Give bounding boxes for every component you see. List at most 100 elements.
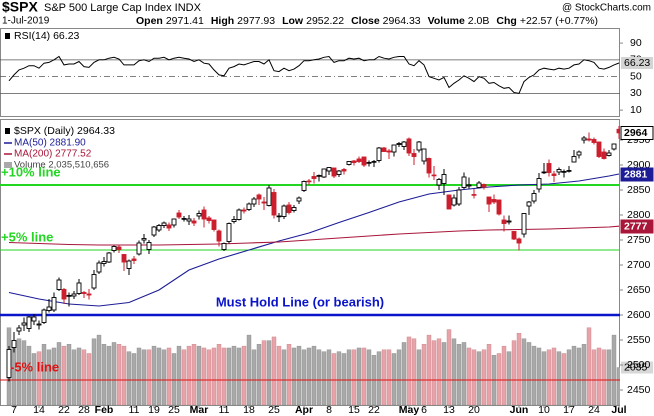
volume-bar [511, 340, 517, 405]
quote-value: 2952.22 [306, 15, 344, 27]
candle-body [336, 170, 342, 175]
ma-line [8, 225, 620, 246]
volume-bar [51, 347, 57, 405]
candle-body [96, 262, 102, 273]
x-tick-label: Apr [295, 404, 313, 416]
x-tick-label: 19 [148, 404, 160, 416]
volume-bar [616, 367, 620, 405]
candle-body [456, 189, 462, 205]
volume-bar [506, 351, 512, 405]
volume-bar [171, 353, 177, 405]
volume-bar [226, 347, 232, 405]
candle-body [251, 198, 257, 205]
candle-body [356, 158, 362, 162]
x-tick-label: 6 [421, 404, 427, 416]
candle-body [346, 161, 352, 165]
candle-body [366, 162, 372, 164]
volume-bar [446, 329, 452, 405]
ma-line [8, 173, 620, 307]
volume-bar [386, 349, 392, 405]
candle-body [321, 168, 327, 178]
volume-bar [236, 347, 242, 405]
volume-bar [331, 353, 337, 405]
volume-bar [471, 349, 477, 405]
volume-bar [296, 345, 302, 405]
volume-bar [541, 351, 547, 405]
candle-body [566, 170, 572, 172]
x-tick-label: Feb [95, 404, 114, 416]
price-tag: 2964 [624, 127, 648, 139]
quote-value: +22.57 (+0.77%) [520, 15, 598, 27]
x-tick-label: 13 [443, 404, 455, 416]
volume-bar [96, 334, 102, 405]
quote-label: Open [136, 15, 163, 27]
legend-label: MA(200) 2777.52 [14, 149, 92, 160]
volume-bar [591, 349, 597, 405]
volume-bar [241, 345, 247, 405]
x-tick-label: 11 [219, 404, 230, 416]
volume-bar [76, 347, 82, 405]
volume-bar [246, 334, 252, 405]
volume-bar [16, 338, 22, 405]
candle-body [171, 218, 177, 226]
quote-label: Low [282, 15, 304, 27]
candle-body [156, 225, 162, 231]
candle-body [246, 203, 252, 210]
candle-body [471, 194, 477, 196]
x-tick-label: 25 [168, 404, 180, 416]
volume-bar [451, 338, 457, 405]
candle-body [581, 137, 587, 141]
candle-body [296, 197, 302, 202]
candle-body [281, 205, 287, 217]
volume-bar [306, 347, 312, 405]
volume-bar [436, 338, 442, 405]
volume-bar [546, 349, 552, 405]
candle-body [316, 175, 322, 177]
candle-body [601, 151, 607, 159]
candle-body [101, 261, 107, 264]
y-tick-label: 2450 [627, 384, 651, 396]
ticker: $SPX [2, 0, 38, 15]
candle-body [606, 152, 612, 156]
volume-bar [376, 351, 382, 405]
credit: @ StockCharts.com [562, 3, 651, 14]
volume-bar [596, 347, 602, 405]
candle-body [426, 158, 432, 174]
candle-body [126, 260, 132, 269]
candle-body [551, 173, 557, 176]
volume-bar [46, 349, 52, 405]
volume-bar [581, 344, 587, 405]
rsi-legend: RSI(14) 66.23 [14, 30, 80, 42]
candle-body [11, 340, 17, 348]
candle-body [131, 258, 137, 261]
volume-bar [151, 345, 157, 405]
volume-bar [251, 349, 257, 405]
candle-body [411, 153, 417, 157]
volume-bar [486, 344, 492, 405]
rsi-tick-label: 90 [630, 37, 642, 49]
rsi-tag: 66.23 [624, 57, 650, 69]
volume-bar [141, 349, 147, 405]
candle-body [451, 197, 457, 206]
candle-body [486, 196, 492, 205]
candle-body [176, 212, 182, 218]
volume-bar [266, 340, 272, 405]
candle-body [461, 176, 467, 188]
quote-value: 2971.41 [166, 15, 204, 27]
candle-body [71, 293, 77, 297]
y-tick-label: 2750 [627, 234, 651, 246]
y-tick-label: 2600 [627, 309, 651, 321]
volume-bar [326, 349, 332, 405]
candle-body [506, 220, 512, 223]
candle-body [81, 292, 87, 294]
volume-bar [136, 347, 142, 405]
volume-bar [206, 349, 212, 405]
x-tick-label: 10 [538, 404, 550, 416]
volume-bar [441, 342, 447, 405]
volume-bar [186, 345, 192, 405]
volume-bar [271, 336, 277, 405]
volume-bar [231, 345, 237, 405]
candle-body [181, 218, 187, 220]
x-tick-label: 28 [78, 404, 90, 416]
